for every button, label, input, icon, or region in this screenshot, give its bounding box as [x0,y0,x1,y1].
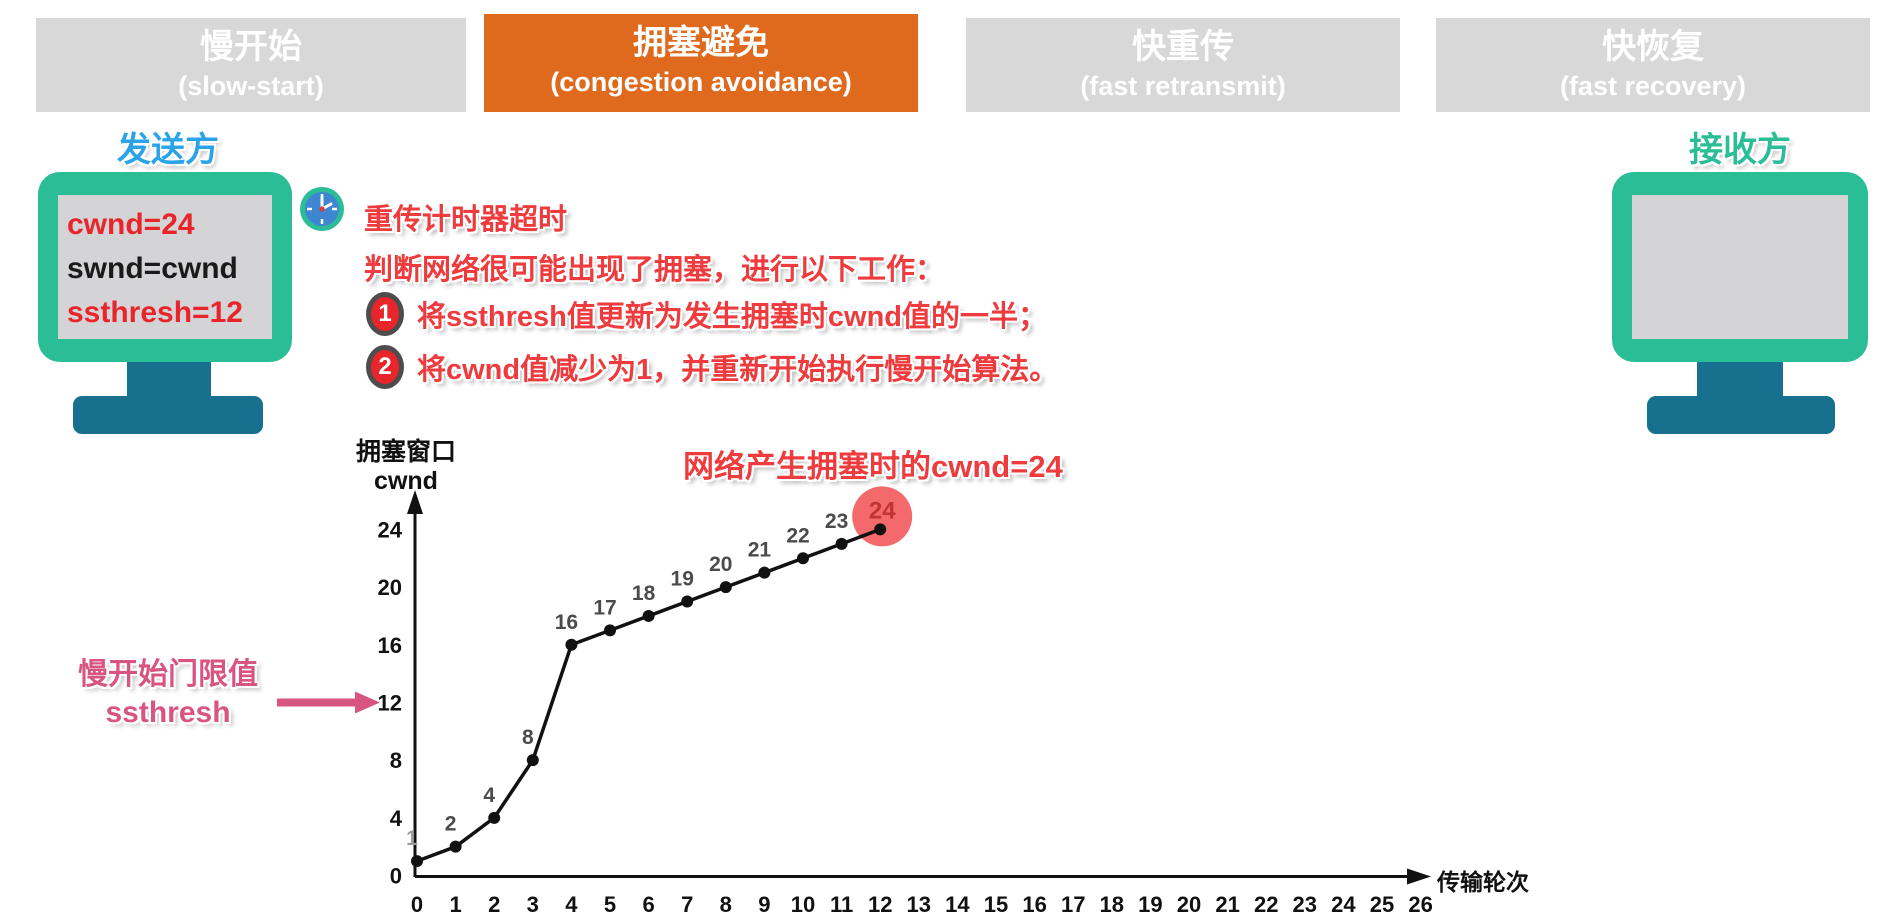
svg-text:8: 8 [720,892,732,916]
svg-text:13: 13 [907,892,931,916]
receiver-screen [1632,195,1848,339]
step-1-number-badge: 1 [366,292,404,336]
tab-slow-start[interactable]: 慢开始 (slow-start) [36,18,466,112]
svg-text:21: 21 [1215,892,1239,916]
tab-label-en: (fast retransmit) [1080,71,1286,101]
svg-text:5: 5 [604,892,616,916]
svg-text:7: 7 [681,892,693,916]
step-1-text: 将ssthresh值更新为发生拥塞时cwnd值的一半； [417,301,1048,333]
step-2-text: 将cwnd值减少为1，并重新开始执行慢开始算法。 [417,354,1059,386]
screen-variable-line: swnd=cwnd [67,252,238,285]
tab-label-zh: 快恢复 [1602,28,1704,66]
sender-label: 发送方 [117,131,219,169]
y-axis-title-en: cwnd [374,467,438,495]
svg-text:11: 11 [830,892,853,916]
svg-text:1: 1 [449,892,461,916]
receiver-monitor [1612,172,1868,362]
svg-text:19: 19 [1138,892,1162,916]
timer-clock-icon [300,187,344,231]
svg-text:0: 0 [390,864,402,889]
svg-text:15: 15 [984,892,1008,916]
svg-text:16: 16 [555,611,578,634]
svg-text:2: 2 [488,892,500,916]
cwnd-line-chart: 0 1 2 3 4 5 6 7 8 9 10 11 12 13 14 15 16 17 18 19 20 21 22 23 24… [277,486,1433,916]
svg-text:12: 12 [378,690,402,715]
congestion-annotation: 网络产生拥塞时的cwnd=24 [683,449,1063,484]
screen-variable-line: cwnd=24 [67,208,195,241]
svg-text:20: 20 [378,575,402,600]
svg-text:21: 21 [748,539,772,562]
svg-text:3: 3 [527,892,539,916]
receiver-stand-neck [1697,362,1783,398]
ssthresh-threshold-label: 慢开始门限值 ssthresh [48,656,288,732]
tab-fast-recovery[interactable]: 快恢复 (fast recovery) [1436,18,1870,112]
svg-text:4: 4 [390,806,403,831]
svg-text:20: 20 [1177,892,1201,916]
svg-text:12: 12 [868,892,892,916]
receiver-label: 接收方 [1689,131,1791,169]
svg-text:22: 22 [786,524,809,547]
svg-text:2: 2 [445,813,457,836]
svg-text:18: 18 [1100,892,1124,916]
svg-text:8: 8 [390,748,402,773]
svg-text:18: 18 [632,582,656,605]
svg-text:23: 23 [825,510,848,533]
tab-label-en: (slow-start) [178,71,324,101]
tab-label-zh: 拥塞避免 [633,24,769,62]
svg-text:6: 6 [642,892,654,916]
step-2-number-badge: 2 [366,345,404,389]
ssthresh-label-en: ssthresh [105,696,231,729]
notice-line-judge: 判断网络很可能出现了拥塞，进行以下工作： [364,254,945,286]
svg-text:14: 14 [945,892,970,916]
svg-text:10: 10 [791,892,815,916]
tab-label-en: (congestion avoidance) [550,67,852,97]
svg-text:16: 16 [1022,892,1046,916]
y-axis-title: 拥塞窗口 cwnd [336,438,476,496]
tab-fast-retransmit[interactable]: 快重传 (fast retransmit) [966,18,1400,112]
svg-text:0: 0 [411,892,423,916]
x-axis-title: 传输轮次 [1437,869,1529,895]
svg-text:24: 24 [869,497,896,524]
sender-monitor: cwnd=24 swnd=cwnd ssthresh=12 [38,172,292,362]
svg-text:19: 19 [671,568,694,591]
svg-text:9: 9 [758,892,770,916]
svg-text:8: 8 [522,726,534,749]
svg-text:23: 23 [1293,892,1317,916]
svg-text:4: 4 [483,784,495,807]
screen-variable-line: ssthresh=12 [67,296,243,329]
svg-text:25: 25 [1370,892,1394,916]
ssthresh-label-zh: 慢开始门限值 [78,658,258,691]
notice-step-1: 1 将ssthresh值更新为发生拥塞时cwnd值的一半； [366,292,1047,336]
sender-screen: cwnd=24 swnd=cwnd ssthresh=12 [58,195,272,339]
svg-text:22: 22 [1254,892,1278,916]
sender-stand-base [73,396,263,434]
svg-text:1: 1 [406,827,418,850]
y-axis-title-zh: 拥塞窗口 [355,438,456,466]
svg-text:4: 4 [565,892,578,916]
tab-label-en: (fast recovery) [1559,71,1747,101]
svg-text:26: 26 [1408,892,1432,916]
sender-stand-neck [127,362,211,398]
svg-text:17: 17 [1061,892,1085,916]
svg-text:16: 16 [378,633,402,658]
sender-screen-lines: cwnd=24 swnd=cwnd ssthresh=12 [67,203,270,335]
svg-text:24: 24 [1331,892,1356,916]
svg-text:17: 17 [593,596,616,619]
receiver-stand-base [1647,396,1835,434]
svg-text:24: 24 [378,517,403,542]
tab-label-zh: 慢开始 [200,28,302,66]
notice-step-2: 2 将cwnd值减少为1，并重新开始执行慢开始算法。 [366,345,1058,389]
svg-text:20: 20 [709,553,732,576]
tab-label-zh: 快重传 [1132,28,1234,66]
tab-congestion-avoidance[interactable]: 拥塞避免 (congestion avoidance) [484,14,918,112]
notice-line-timeout: 重传计时器超时 [364,204,568,236]
